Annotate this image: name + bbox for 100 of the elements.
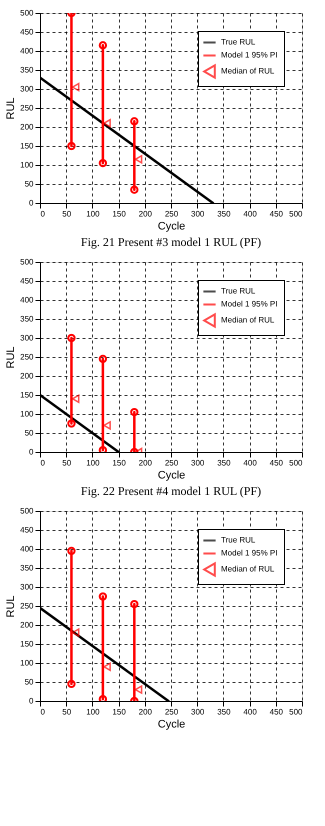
y-tick-label: 150 [20, 390, 34, 400]
y-tick-label: 450 [20, 276, 34, 286]
text: Fig. 22 Present #4 model 1 RUL (PF) [80, 484, 262, 498]
y-tick-label: 150 [20, 142, 34, 150]
y-tick-label: 250 [20, 352, 34, 362]
legend-label: Median of RUL [221, 564, 275, 574]
point [98, 592, 108, 601]
x-tick-label: 400 [243, 458, 258, 468]
x-tick-label: 150 [112, 708, 126, 716]
point [72, 628, 80, 637]
point [98, 158, 108, 168]
legend-label: Model 1 95% PI [221, 50, 278, 60]
x-tick-label: 100 [86, 708, 100, 716]
legend-label: Median of RUL [221, 316, 275, 324]
y-axis-title: RUL [5, 595, 18, 618]
y-axis-title: RUL [5, 97, 18, 120]
x-axis-title: Cycle [158, 718, 186, 730]
point [67, 546, 76, 556]
x-tick-label: 300 [191, 210, 205, 218]
x-tick-label: 400 [243, 708, 258, 716]
x-tick-label: 300 [191, 458, 205, 468]
y-tick-label: 100 [20, 410, 34, 418]
y-tick-label: 350 [20, 564, 34, 572]
x-tick-label: 500 [289, 708, 304, 716]
y-tick-label: 50 [24, 180, 34, 188]
point [98, 41, 108, 50]
x-tick-label: 400 [243, 210, 258, 218]
x-tick-label: 350 [217, 210, 232, 218]
y-tick-label: 100 [20, 658, 34, 668]
y-axis-title: RUL [5, 346, 18, 369]
x-tick-label: 250 [164, 210, 179, 218]
x-tick-label: 450 [270, 210, 284, 218]
point [134, 685, 142, 694]
point [134, 155, 142, 164]
point [103, 662, 111, 672]
y-tick-label: 400 [20, 296, 34, 304]
y-tick-label: 250 [20, 104, 34, 112]
legend-label: True RUL [221, 536, 256, 544]
y-tick-label: 50 [24, 428, 34, 438]
x-tick-label: 50 [62, 210, 72, 218]
y-tick-label: 200 [20, 372, 34, 380]
x-tick-label: 100 [86, 458, 100, 468]
legend-label: Model 1 95% PI [221, 300, 278, 308]
x-tick-label: 350 [217, 458, 232, 468]
x-tick-label: 150 [112, 458, 126, 468]
y-tick-label: 350 [20, 66, 34, 74]
x-tick-label: 250 [164, 458, 179, 468]
point [98, 354, 108, 364]
y-tick-label: 200 [20, 620, 34, 630]
x-tick-label: 500 [289, 458, 304, 468]
y-tick-label: 450 [20, 28, 34, 36]
y-tick-label: 0 [29, 696, 34, 706]
x-tick-label: 0 [40, 210, 46, 218]
x-tick-label: 200 [138, 458, 153, 468]
y-tick-label: 50 [24, 678, 34, 686]
x-axis-title: Cycle [158, 470, 186, 482]
x-tick-label: 0 [40, 708, 46, 716]
x-tick-label: 200 [138, 708, 153, 716]
legend-label: Median of RUL [221, 66, 275, 76]
point [103, 421, 111, 430]
x-tick-label: 150 [112, 210, 126, 218]
x-axis-title: Cycle [158, 220, 186, 232]
point [98, 694, 108, 701]
legend-label: Model 1 95% PI [221, 548, 278, 558]
point [98, 446, 108, 452]
x-tick-label: 250 [164, 708, 179, 716]
y-tick-label: 500 [20, 8, 34, 18]
y-tick-label: 0 [29, 198, 34, 208]
legend-label: True RUL [221, 286, 256, 296]
point [72, 394, 80, 404]
x-tick-label: 50 [62, 458, 72, 468]
y-tick-label: 500 [20, 506, 34, 516]
y-tick-label: 350 [20, 314, 34, 324]
y-tick-label: 450 [20, 526, 34, 534]
x-tick-label: 300 [191, 708, 205, 716]
y-tick-label: 200 [20, 122, 34, 132]
x-tick-label: 50 [62, 708, 72, 716]
y-tick-label: 150 [20, 640, 34, 648]
y-tick-label: 300 [20, 582, 34, 592]
y-tick-label: 400 [20, 544, 34, 554]
x-tick-label: 450 [270, 458, 284, 468]
point [130, 186, 138, 194]
y-tick-label: 500 [20, 258, 34, 266]
point [67, 334, 76, 342]
x-tick-label: 200 [138, 210, 153, 218]
y-tick-label: 250 [20, 602, 34, 610]
x-tick-label: 0 [40, 458, 46, 468]
text: Fig. 21 Present #3 model 1 RUL (PF) [80, 235, 262, 249]
y-tick-label: 400 [20, 46, 34, 56]
y-tick-label: 100 [20, 160, 34, 170]
x-tick-label: 100 [86, 210, 100, 218]
x-tick-label: 500 [289, 210, 304, 218]
x-tick-label: 350 [217, 708, 232, 716]
y-tick-label: 300 [20, 84, 34, 94]
x-tick-label: 450 [270, 708, 284, 716]
point [72, 82, 80, 92]
point [103, 118, 111, 128]
y-tick-label: 300 [20, 334, 34, 342]
legend-label: True RUL [221, 38, 256, 46]
y-tick-label: 0 [29, 448, 34, 456]
